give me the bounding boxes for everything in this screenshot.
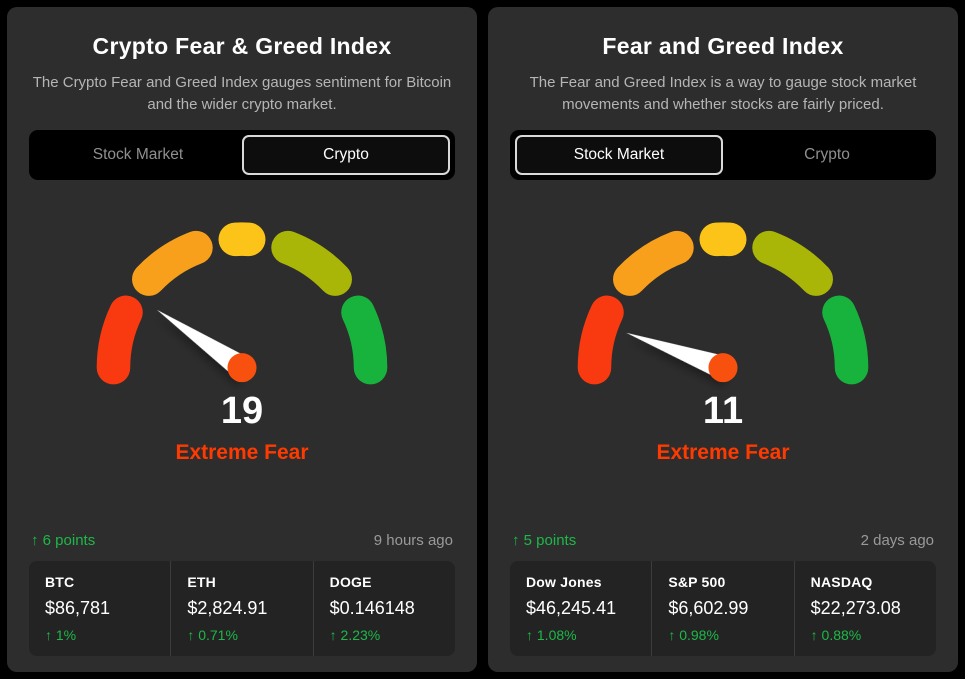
- fear-greed-gauge: [96, 221, 388, 384]
- tab-crypto[interactable]: Crypto: [804, 145, 850, 163]
- ticker-doge: DOGE $0.146148 ↑ 2.23%: [312, 561, 455, 656]
- change-amount: 5 points: [523, 532, 577, 549]
- page-title: Fear and Greed Index: [602, 33, 844, 59]
- gauge-needle-blade: [626, 332, 731, 380]
- gauge-segment-green: [341, 295, 388, 384]
- gauge-needle: [156, 309, 252, 380]
- ticker-change: ↑ 1%: [45, 627, 154, 643]
- ticker-price: $0.146148: [329, 598, 415, 618]
- ticker-change: ↑ 0.71%: [187, 627, 296, 643]
- card-description: The Crypto Fear and Greed Index gauges s…: [32, 74, 452, 113]
- up-arrow-icon: ↑: [329, 627, 337, 643]
- tab-stock-market[interactable]: Stock Market: [92, 145, 184, 163]
- ticker-change: ↑ 0.98%: [668, 627, 777, 643]
- meta-row: ↑ 5 points 2 days ago: [510, 518, 936, 561]
- ticker-btc: BTC $86,781 ↑ 1%: [29, 561, 170, 656]
- up-arrow-icon: ↑: [512, 532, 520, 549]
- ticker-dow-jones: Dow Jones $46,245.41 ↑ 1.08%: [510, 561, 651, 656]
- tab-crypto[interactable]: Crypto: [242, 134, 450, 175]
- ticker-change-value: 1.08%: [536, 627, 577, 643]
- gauge-needle-blade: [156, 309, 252, 380]
- ticker-change-value: 2.23%: [340, 627, 381, 643]
- market-toggle: Stock Market Crypto: [510, 129, 936, 180]
- ticker-price: $46,245.41: [526, 598, 617, 618]
- ticker-price: $22,273.08: [810, 598, 901, 618]
- change-indicator: ↑ 6 points: [31, 532, 95, 549]
- gauge-segment-lime: [271, 230, 352, 296]
- up-arrow-icon: ↑: [810, 627, 818, 643]
- gauge-segment-red: [577, 295, 624, 384]
- ticker-symbol: BTC: [45, 574, 75, 590]
- page-title: Crypto Fear & Greed Index: [92, 33, 392, 59]
- ticker-table: Dow Jones $46,245.41 ↑ 1.08% S&P 500 $6,…: [510, 561, 936, 656]
- gauge-needle-pivot: [708, 352, 738, 382]
- ticker-change: ↑ 0.88%: [811, 627, 920, 643]
- card-description: The Fear and Greed Index is a way to gau…: [529, 74, 917, 113]
- last-updated: 9 hours ago: [373, 532, 453, 549]
- ticker-symbol: Dow Jones: [526, 574, 602, 590]
- ticker-price: $86,781: [45, 598, 111, 618]
- gauge-value: 11: [702, 389, 744, 432]
- change-indicator: ↑ 5 points: [512, 532, 576, 549]
- gauge-segment-green: [822, 295, 869, 384]
- gauge-container: [29, 200, 455, 390]
- ticker-symbol: ETH: [187, 574, 216, 590]
- gauge-segment-orange: [132, 230, 213, 296]
- ticker-change-value: 0.71%: [198, 627, 238, 643]
- up-arrow-icon: ↑: [31, 532, 39, 549]
- ticker-eth: ETH $2,824.91 ↑ 0.71%: [170, 561, 312, 656]
- ticker-table: BTC $86,781 ↑ 1% ETH $2,824.91 ↑ 0.71% D…: [29, 561, 455, 656]
- gauge-segment-lime: [752, 230, 833, 296]
- ticker-change-value: 1%: [55, 627, 77, 643]
- ticker-sp500: S&P 500 $6,602.99 ↑ 0.98%: [651, 561, 793, 656]
- stock-fear-greed-card: Fear and Greed Index The Fear and Greed …: [488, 7, 958, 672]
- gauge-sentiment-label: Extreme Fear: [175, 440, 309, 464]
- ticker-change: ↑ 1.08%: [526, 627, 635, 643]
- tab-stock-market[interactable]: Stock Market: [515, 134, 723, 175]
- ticker-symbol: DOGE: [329, 574, 372, 590]
- gauge-segment-orange: [613, 230, 694, 296]
- fear-greed-gauge: [577, 221, 869, 384]
- gauge-needle-pivot: [227, 352, 257, 382]
- gauge-sentiment-label: Extreme Fear: [656, 440, 790, 464]
- market-toggle: Stock Market Crypto: [29, 129, 455, 180]
- gauge-value: 19: [220, 389, 264, 432]
- gauge-segment-red: [96, 295, 143, 384]
- ticker-change-value: 0.88%: [821, 627, 862, 643]
- gauge-container: [510, 200, 936, 390]
- ticker-price: $6,602.99: [668, 598, 749, 618]
- ticker-change: ↑ 2.23%: [330, 627, 439, 643]
- ticker-symbol: S&P 500: [668, 574, 726, 590]
- meta-row: ↑ 6 points 9 hours ago: [29, 518, 455, 561]
- ticker-nasdaq: NASDAQ $22,273.08 ↑ 0.88%: [793, 561, 936, 656]
- last-updated: 2 days ago: [860, 532, 934, 549]
- crypto-fear-greed-card: Crypto Fear & Greed Index The Crypto Fea…: [7, 7, 477, 672]
- up-arrow-icon: ↑: [45, 627, 52, 643]
- up-arrow-icon: ↑: [187, 627, 195, 643]
- ticker-change-value: 0.98%: [679, 627, 719, 643]
- gauge-needle: [626, 332, 731, 380]
- up-arrow-icon: ↑: [526, 627, 533, 643]
- change-amount: 6 points: [42, 532, 96, 549]
- ticker-symbol: NASDAQ: [810, 574, 873, 590]
- ticker-price: $2,824.91: [187, 598, 268, 618]
- up-arrow-icon: ↑: [668, 627, 676, 643]
